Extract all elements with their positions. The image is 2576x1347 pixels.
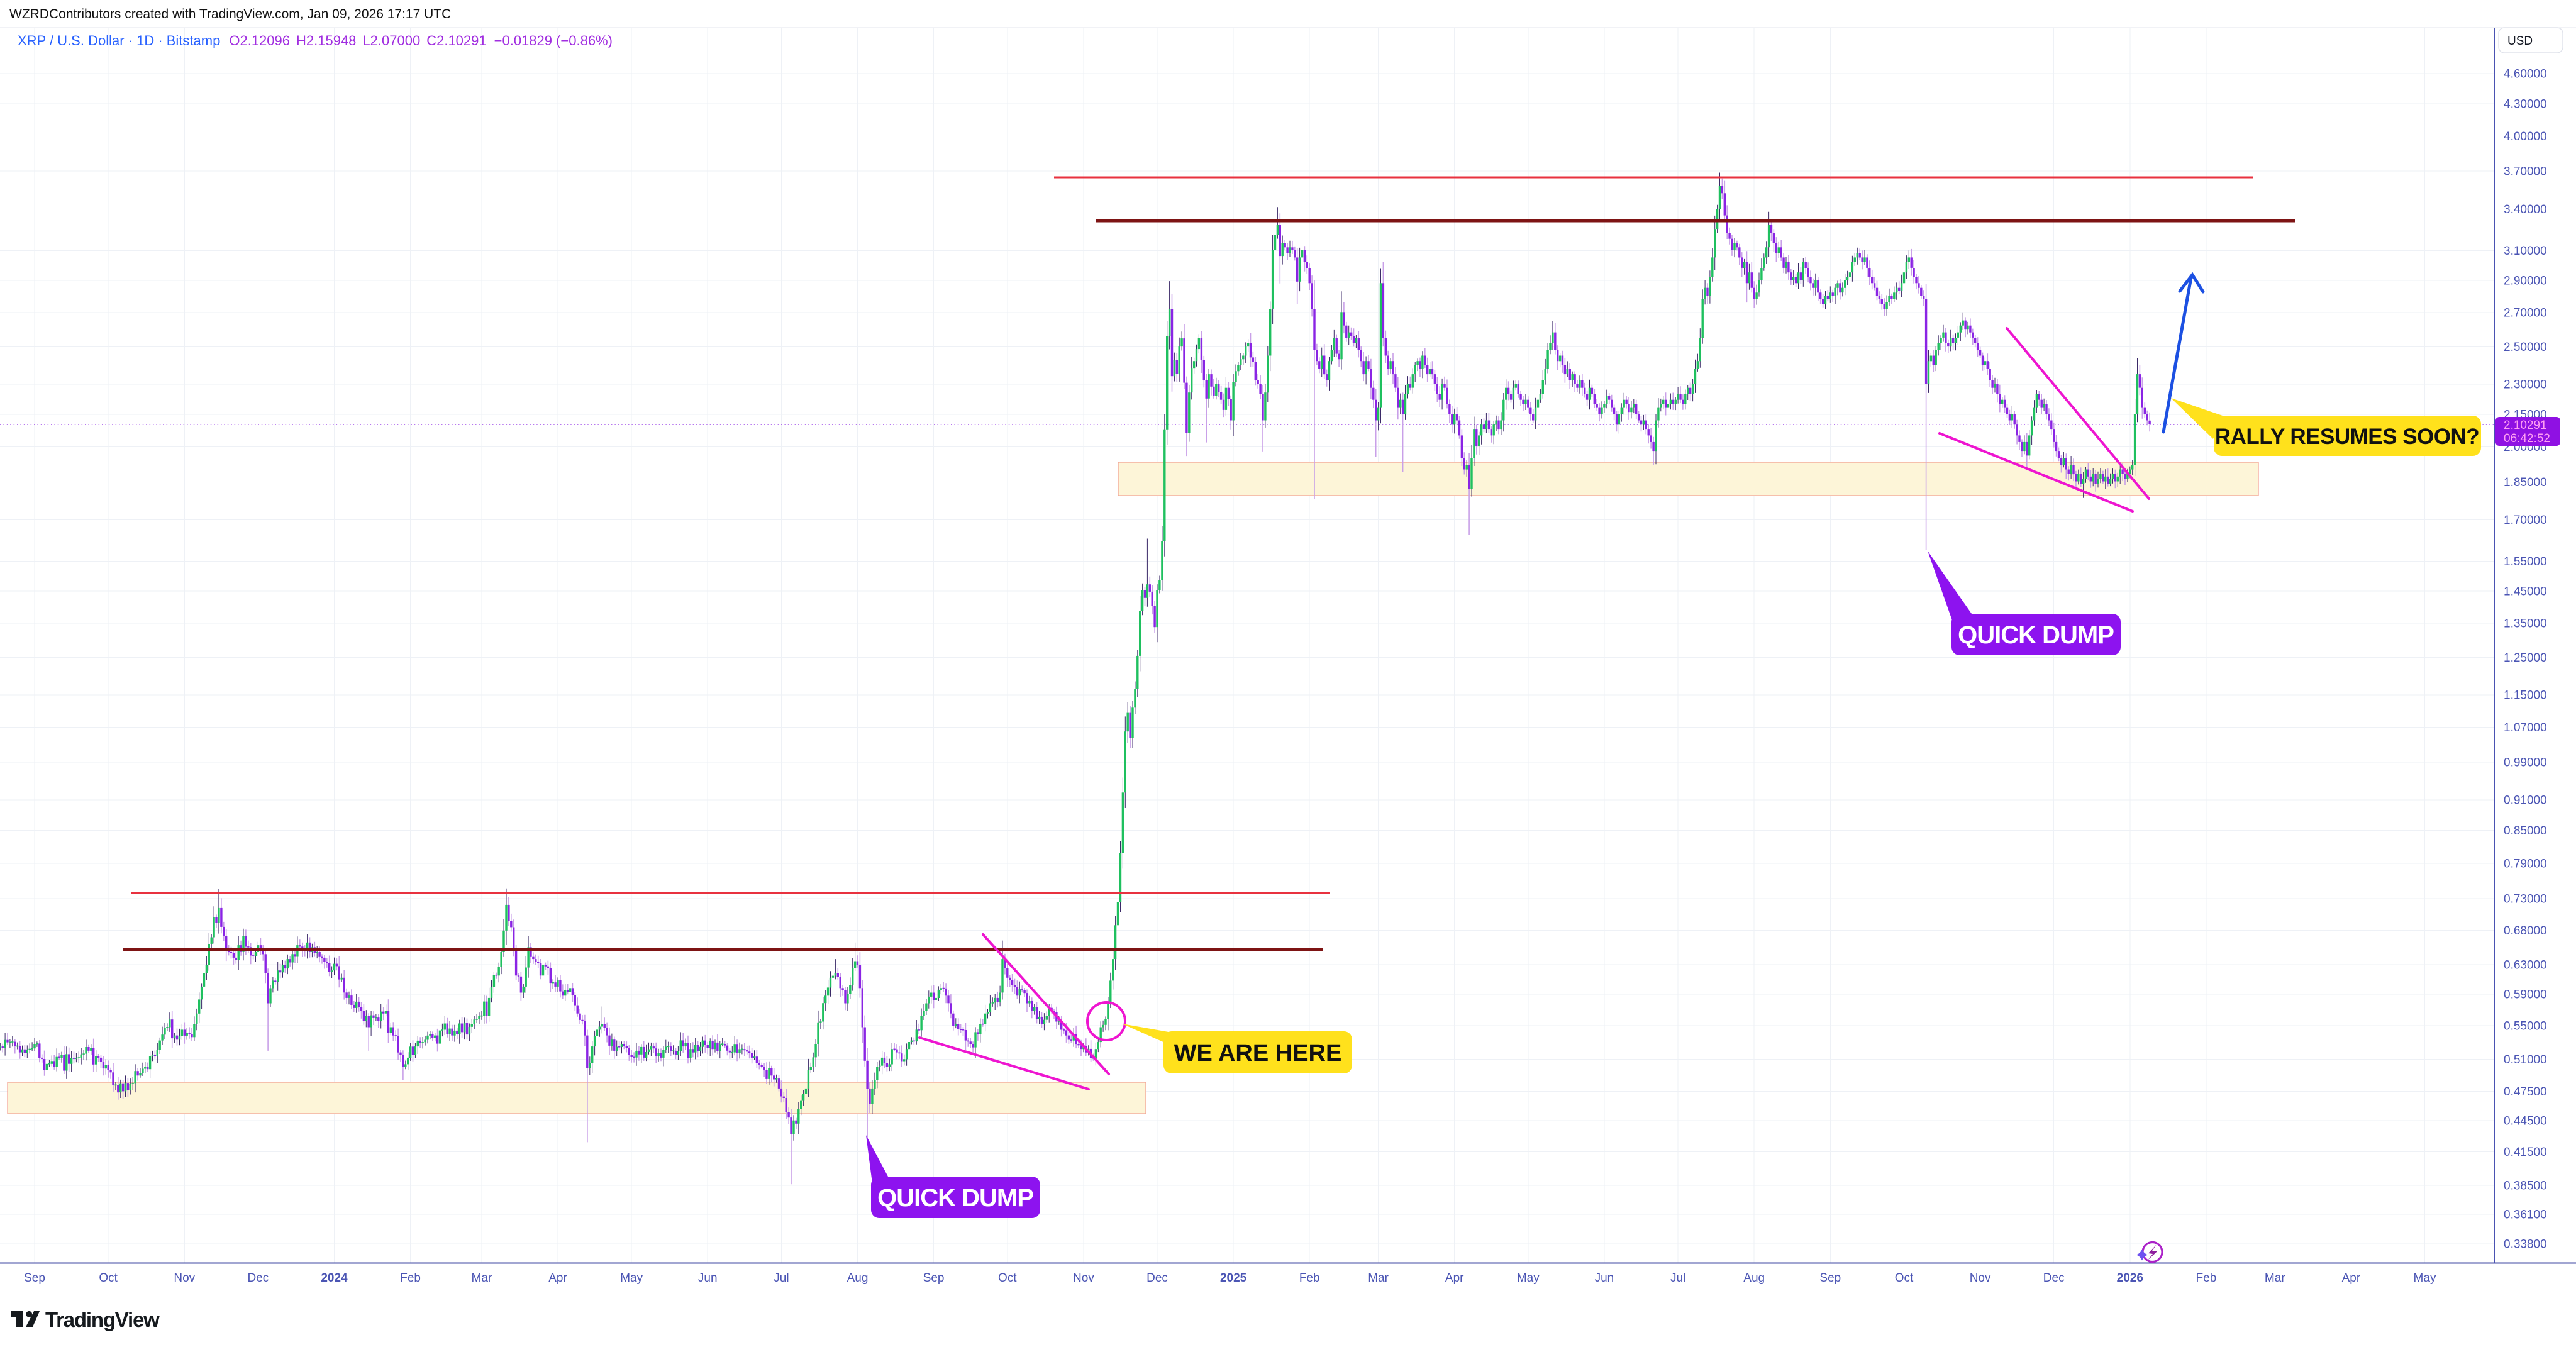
- svg-text:0.44500: 0.44500: [2504, 1114, 2547, 1128]
- svg-text:0.73000: 0.73000: [2504, 893, 2547, 906]
- svg-text:0.51000: 0.51000: [2504, 1053, 2547, 1067]
- svg-text:Feb: Feb: [2196, 1272, 2217, 1285]
- svg-text:Apr: Apr: [1445, 1272, 1464, 1285]
- svg-text:2.70000: 2.70000: [2504, 306, 2547, 319]
- svg-text:1.15000: 1.15000: [2504, 689, 2547, 702]
- svg-text:Sep: Sep: [24, 1272, 45, 1285]
- svg-text:May: May: [620, 1272, 643, 1285]
- svg-text:QUICK DUMP: QUICK DUMP: [1958, 621, 2114, 649]
- svg-text:06:42:52: 06:42:52: [2504, 432, 2550, 445]
- svg-text:1.55000: 1.55000: [2504, 555, 2547, 568]
- svg-text:2.10291: 2.10291: [2504, 419, 2547, 432]
- svg-text:Feb: Feb: [1299, 1272, 1320, 1285]
- svg-text:Jul: Jul: [774, 1272, 789, 1285]
- svg-text:XRP / U.S. Dollar · 1D · Bitst: XRP / U.S. Dollar · 1D · Bitstamp O2.1209…: [18, 33, 613, 48]
- svg-text:Nov: Nov: [1073, 1272, 1094, 1285]
- svg-text:1.35000: 1.35000: [2504, 617, 2547, 630]
- svg-text:0.55000: 0.55000: [2504, 1019, 2547, 1033]
- svg-text:3.10000: 3.10000: [2504, 245, 2547, 258]
- svg-text:0.68000: 0.68000: [2504, 924, 2547, 938]
- svg-text:Dec: Dec: [2043, 1272, 2065, 1285]
- svg-text:Sep: Sep: [1819, 1272, 1841, 1285]
- svg-text:4.60000: 4.60000: [2504, 68, 2547, 81]
- svg-text:Oct: Oct: [998, 1272, 1017, 1285]
- svg-text:Nov: Nov: [174, 1272, 195, 1285]
- svg-text:Apr: Apr: [2342, 1272, 2361, 1285]
- svg-text:2.30000: 2.30000: [2504, 379, 2547, 392]
- svg-text:0.63000: 0.63000: [2504, 959, 2547, 972]
- svg-text:1.45000: 1.45000: [2504, 585, 2547, 598]
- svg-text:Jun: Jun: [1595, 1272, 1614, 1285]
- svg-text:4.00000: 4.00000: [2504, 130, 2547, 143]
- svg-text:0.91000: 0.91000: [2504, 794, 2547, 807]
- svg-text:Oct: Oct: [1895, 1272, 1914, 1285]
- svg-text:Mar: Mar: [472, 1272, 492, 1285]
- svg-text:0.38500: 0.38500: [2504, 1180, 2547, 1193]
- svg-text:May: May: [1517, 1272, 1540, 1285]
- svg-text:2.50000: 2.50000: [2504, 341, 2547, 354]
- svg-text:Jun: Jun: [698, 1272, 718, 1285]
- svg-text:Aug: Aug: [1743, 1272, 1765, 1285]
- svg-text:3.70000: 3.70000: [2504, 165, 2547, 179]
- svg-text:Sep: Sep: [923, 1272, 945, 1285]
- svg-text:RALLY RESUMES SOON?: RALLY RESUMES SOON?: [2215, 424, 2479, 449]
- svg-text:1.25000: 1.25000: [2504, 651, 2547, 665]
- svg-text:1.07000: 1.07000: [2504, 721, 2547, 734]
- svg-text:0.36100: 0.36100: [2504, 1209, 2547, 1222]
- svg-text:USD: USD: [2507, 35, 2533, 48]
- svg-text:3.40000: 3.40000: [2504, 203, 2547, 216]
- svg-text:0.79000: 0.79000: [2504, 857, 2547, 870]
- svg-text:2025: 2025: [1220, 1272, 1247, 1285]
- svg-text:Dec: Dec: [248, 1272, 269, 1285]
- svg-text:0.33800: 0.33800: [2504, 1238, 2547, 1251]
- svg-text:Dec: Dec: [1146, 1272, 1168, 1285]
- svg-text:0.85000: 0.85000: [2504, 824, 2547, 838]
- svg-text:May: May: [2414, 1272, 2436, 1285]
- svg-text:4.30000: 4.30000: [2504, 98, 2547, 111]
- svg-text:Apr: Apr: [548, 1272, 567, 1285]
- svg-text:WZRDContributors created with: WZRDContributors created with TradingVie…: [9, 7, 451, 21]
- svg-text:Aug: Aug: [847, 1272, 869, 1285]
- svg-text:TradingView: TradingView: [45, 1308, 160, 1331]
- svg-text:Nov: Nov: [1970, 1272, 1991, 1285]
- svg-text:1.85000: 1.85000: [2504, 476, 2547, 489]
- svg-text:1.70000: 1.70000: [2504, 514, 2547, 527]
- svg-text:WE ARE HERE: WE ARE HERE: [1174, 1040, 1342, 1067]
- svg-text:Mar: Mar: [2265, 1272, 2285, 1285]
- svg-text:Oct: Oct: [99, 1272, 118, 1285]
- svg-text:0.41500: 0.41500: [2504, 1146, 2547, 1159]
- svg-text:QUICK DUMP: QUICK DUMP: [877, 1184, 1033, 1212]
- svg-text:2.90000: 2.90000: [2504, 274, 2547, 287]
- svg-text:2024: 2024: [321, 1272, 348, 1285]
- svg-text:Feb: Feb: [400, 1272, 421, 1285]
- svg-text:Jul: Jul: [1670, 1272, 1685, 1285]
- svg-text:0.47500: 0.47500: [2504, 1085, 2547, 1099]
- svg-text:0.59000: 0.59000: [2504, 988, 2547, 1001]
- svg-text:Mar: Mar: [1368, 1272, 1389, 1285]
- svg-text:0.99000: 0.99000: [2504, 756, 2547, 769]
- svg-text:2026: 2026: [2117, 1272, 2143, 1285]
